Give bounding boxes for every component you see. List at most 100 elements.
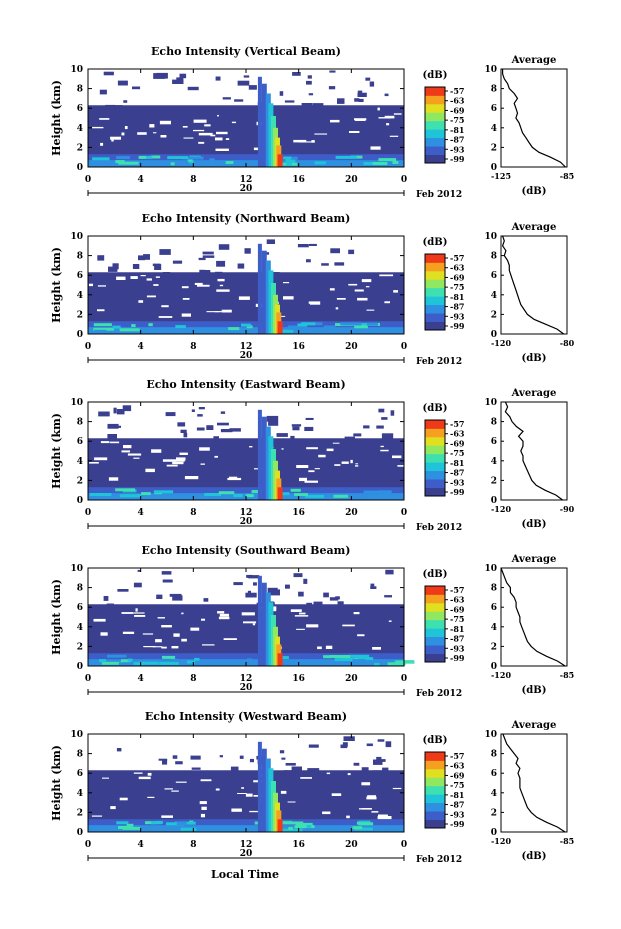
- echo-gap: [355, 465, 359, 467]
- boundary-cell: [374, 662, 380, 666]
- boundary-cell: [131, 324, 136, 328]
- echo-gap: [384, 115, 395, 119]
- colorbar-swatch: [425, 760, 445, 770]
- echo-gap: [335, 307, 339, 310]
- echo-gap: [199, 801, 207, 805]
- echo-patch: [218, 244, 230, 250]
- echo-gap: [89, 462, 99, 464]
- boundary-cell: [280, 828, 303, 832]
- echo-patch: [217, 422, 229, 426]
- colorbar-tick-label: -87: [450, 302, 464, 312]
- boundary-cell: [138, 661, 159, 665]
- echo-gap: [287, 801, 296, 803]
- echo-gap: [299, 477, 307, 482]
- echo-gap: [92, 126, 104, 129]
- profile-y-tick-label: 2: [491, 808, 497, 818]
- echo-gap: [214, 311, 223, 313]
- echo-patch: [337, 601, 344, 605]
- y-tick-label: 2: [77, 476, 83, 486]
- echo-patch: [268, 421, 279, 426]
- colorbar-tick-label: -57: [450, 585, 464, 595]
- day-label: 20: [240, 683, 253, 693]
- echo-patch: [297, 244, 309, 248]
- day-label: 20: [240, 351, 253, 361]
- profile-y-tick-label: 4: [491, 291, 497, 301]
- echo-gap: [296, 628, 305, 630]
- echo-patch: [112, 263, 119, 270]
- echo-gap: [347, 773, 351, 776]
- echo-patch: [97, 255, 105, 261]
- date-label: Feb 2012: [416, 523, 462, 533]
- echo-patch: [306, 602, 313, 605]
- x-tick-label: 20: [345, 840, 358, 850]
- colorbar-tick-label: -75: [450, 614, 464, 624]
- x-tick-label: 16: [292, 508, 305, 518]
- echo-patch: [253, 582, 257, 586]
- panel-4: Echo Intensity (Southward Beam) Height (k…: [50, 544, 574, 699]
- colorbar-swatch: [425, 321, 445, 331]
- echo-patch: [306, 80, 312, 85]
- profile-y-tick-label: 2: [491, 143, 497, 153]
- rain-shaft: [268, 602, 274, 666]
- colorbar-swatch: [425, 619, 445, 629]
- echo-patch: [293, 573, 303, 578]
- boundary-cell: [306, 824, 312, 828]
- echo-patch: [354, 98, 360, 102]
- rain-shaft-edge: [257, 243, 262, 334]
- colorbar-swatch: [425, 752, 445, 761]
- echo-patch: [187, 86, 199, 91]
- echo-patch: [107, 423, 119, 429]
- echo-gap: [124, 126, 128, 130]
- boundary-cell: [112, 325, 121, 329]
- echo-gap: [238, 296, 250, 300]
- echo-patch: [165, 412, 176, 417]
- boundary-cell: [93, 323, 112, 327]
- echo-patch: [199, 269, 206, 274]
- echo-patch: [180, 429, 187, 433]
- rain-shaft: [268, 768, 274, 832]
- profile-x-tick-label: -85: [560, 171, 574, 181]
- profile-line: [504, 401, 563, 501]
- echo-patch: [270, 589, 280, 596]
- rain-shaft: [265, 426, 271, 500]
- echo-patch: [292, 72, 301, 76]
- echo-patch: [344, 436, 355, 440]
- boundary-cell: [169, 330, 178, 334]
- y-tick-label: 8: [77, 252, 83, 262]
- echo-patch: [183, 432, 188, 438]
- echo-gap: [146, 278, 152, 281]
- boundary-cell: [116, 156, 130, 160]
- rain-shaft: [268, 103, 274, 167]
- colorbar-tick-label: -69: [450, 604, 465, 614]
- boundary-cell: [159, 661, 179, 665]
- echo-gap: [91, 815, 103, 817]
- heatmap-cells: [88, 569, 415, 666]
- profile-y-tick-label: 8: [491, 252, 497, 262]
- echo-patch: [137, 569, 141, 572]
- echo-gap: [138, 776, 151, 780]
- x-tick-label: 0: [401, 840, 407, 850]
- echo-patch: [377, 739, 385, 742]
- echo-patch: [113, 105, 123, 108]
- x-tick-label: 0: [85, 674, 91, 684]
- echo-gap: [132, 612, 145, 614]
- echo-patch: [215, 76, 221, 81]
- boundary-cell: [358, 822, 374, 826]
- colorbar-tick-label: -81: [450, 292, 464, 302]
- echo-gap: [159, 120, 171, 125]
- echo-gap: [393, 113, 402, 115]
- profile-line: [502, 733, 566, 833]
- boundary-cell: [372, 162, 388, 165]
- boundary-cell: [169, 658, 179, 662]
- y-axis-label: Height (km): [50, 745, 63, 821]
- profile-y-tick-label: 10: [484, 232, 497, 242]
- echo-gap: [201, 806, 207, 810]
- echo-patch: [172, 79, 184, 84]
- echo-patch: [298, 591, 304, 597]
- boundary-cell: [187, 158, 193, 162]
- echo-gap: [357, 634, 365, 637]
- echo-patch: [99, 89, 107, 95]
- boundary-cell: [210, 662, 231, 666]
- boundary-cell: [132, 662, 144, 666]
- boundary-cell: [358, 820, 371, 824]
